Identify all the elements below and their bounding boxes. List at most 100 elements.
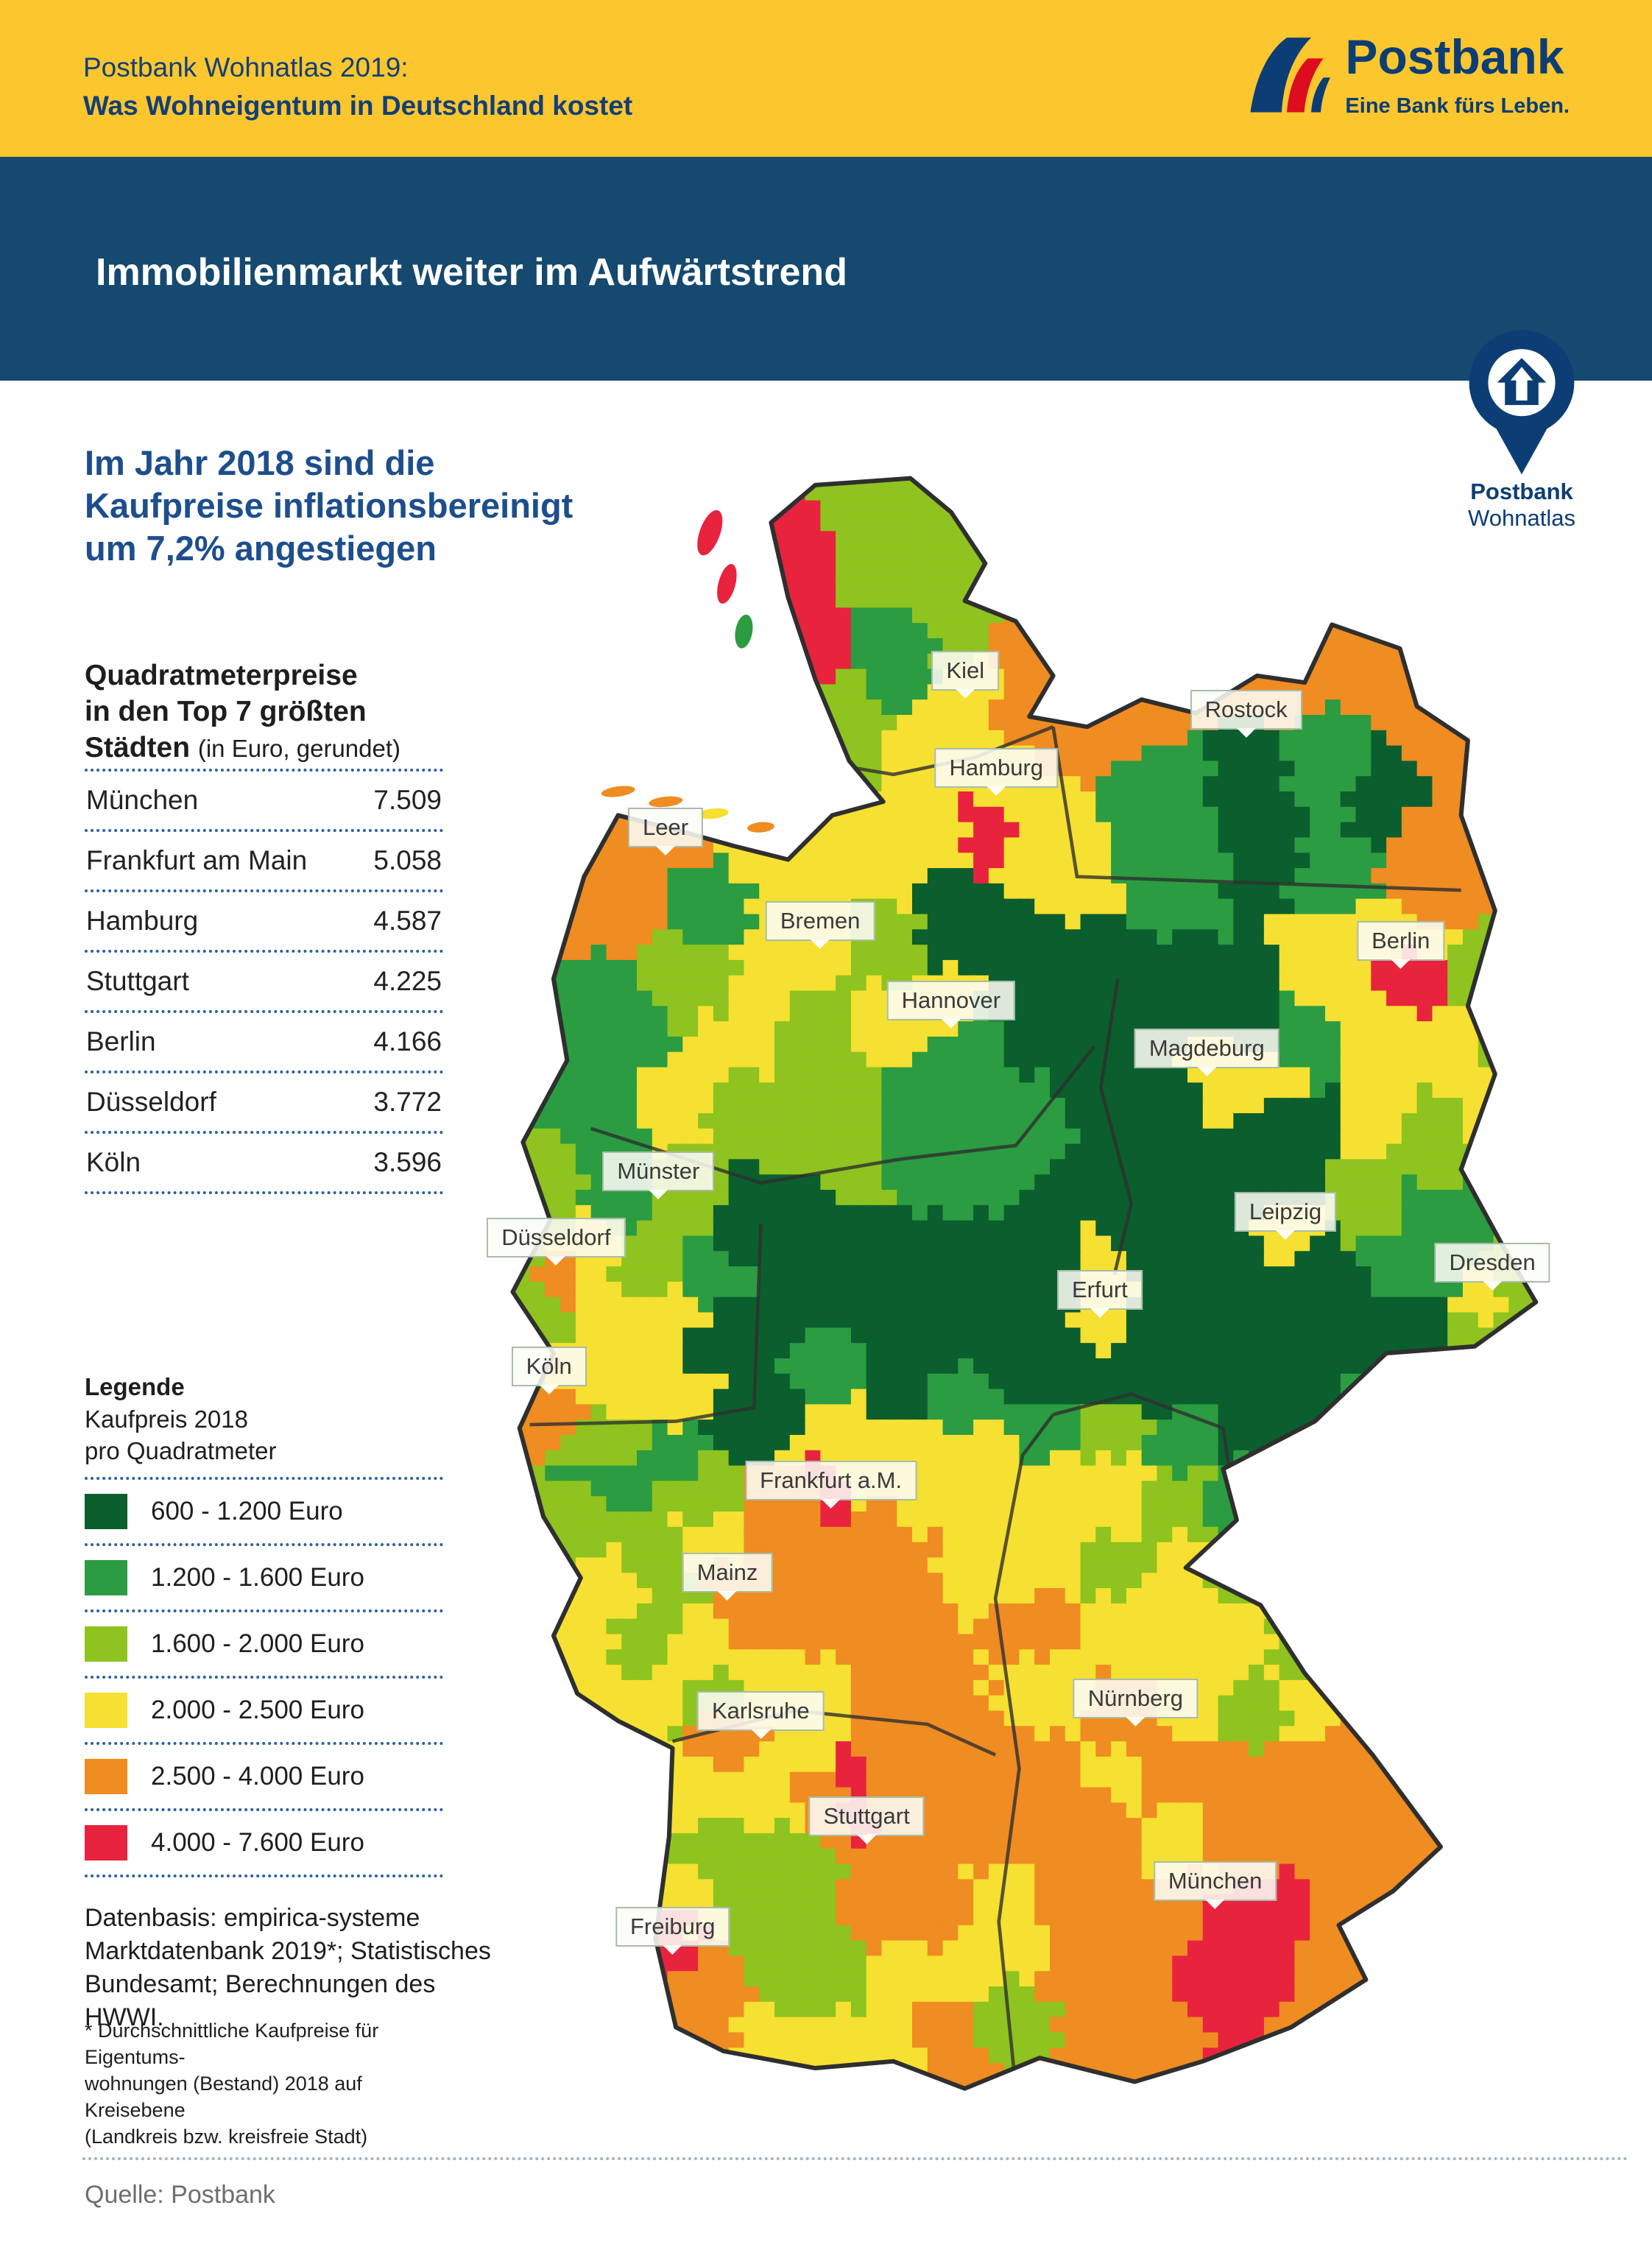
legend-label: 2.500 - 4.000 Euro [151,1762,364,1791]
price-row-hamburg: Hamburg 4.587 [85,892,443,953]
map-label-munchen: München [1153,1860,1277,1901]
map-label-mainz: Mainz [682,1553,773,1593]
price-row-koln: Köln 3.596 [85,1134,443,1194]
postbank-tagline: Eine Bank fürs Leben. [1345,94,1570,118]
price-table-title: Quadratmeterpreise in den Top 7 größten … [85,657,467,766]
price-table-title-line3: Städten (in Euro, gerundet) [85,730,467,766]
table-price: 4.166 [373,1026,442,1057]
legend-subtitle-line2: pro Quadratmeter [85,1437,277,1464]
legend-item: 2.500 - 4.000 Euro [85,1745,443,1811]
legend-swatch [85,1626,127,1662]
banner-title: Immobilienmarkt weiter im Aufwärtstrend [96,251,847,294]
badge-brand: Postbank [1470,479,1573,504]
price-table-title-line2: in den Top 7 größten [85,696,367,727]
table-price: 3.772 [373,1087,442,1117]
source-credit: Quelle: Postbank [85,2181,275,2209]
headline-line3: um 7,2% angestiegen [85,529,437,568]
footnote-line: (Landkreis bzw. kreisfreie Stadt) [85,2126,368,2148]
legend-label: 1.200 - 1.600 Euro [151,1563,364,1592]
map-label-stuttgart: Stuttgart [808,1796,925,1836]
map-label-erfurt: Erfurt [1056,1270,1143,1311]
table-city: Frankfurt am Main [86,845,308,875]
coastal-islands [601,509,774,833]
map-label-rostock: Rostock [1190,690,1302,730]
legend-items: 600 - 1.200 Euro 1.200 - 1.600 Euro 1.600 … [85,1477,443,1877]
map-label-munster: Münster [602,1151,715,1191]
legend-item: 600 - 1.200 Euro [85,1480,443,1546]
table-city: Köln [86,1147,141,1177]
map-label-magdeburg: Magdeburg [1134,1029,1279,1069]
table-price: 4.587 [373,906,442,936]
footnote-line: wohnungen (Bestand) 2018 auf Kreisebene [85,2073,362,2121]
map-label-leer: Leer [628,807,704,847]
postbank-wordmark: Postbank [1345,29,1564,84]
postbank-logo-textblock: Postbank Eine Bank fürs Leben. [1345,31,1570,119]
map-label-hamburg: Hamburg [934,747,1059,788]
table-price: 7.509 [373,785,442,815]
source-text: Datenbasis: empirica-systeme Marktdatenb… [85,1904,491,2031]
table-city: Düsseldorf [86,1087,216,1117]
choropleth-svg [510,476,1539,2091]
price-row-frankfurt-am-main: Frankfurt am Main 5.058 [85,832,443,892]
price-table-title-line1: Quadratmeterpreise [85,660,358,691]
legend-swatch [85,1560,127,1595]
map-label-leipzig: Leipzig [1234,1192,1337,1232]
source-footnote: * Durchschnittliche Kaufpreise für Eigen… [85,2017,467,2150]
legend-swatch [85,1825,127,1860]
footer-divider [82,2157,1628,2160]
germany-choropleth-map: Kiel Rostock Hamburg Leer Bremen Berlin Hannov… [455,475,1645,2177]
map-label-karlsruhe: Karlsruhe [696,1690,825,1731]
headline-line2: Kaufpreise inflationsbereinigt [85,486,573,525]
page-headline: Im Jahr 2018 sind die Kaufpreise inflati… [85,442,644,570]
choropleth-mosaic [512,478,1536,2089]
table-price: 3.596 [373,1147,442,1177]
table-city: Stuttgart [86,966,189,996]
price-table-title-bold: Städten [85,732,191,763]
legend-label: 4.000 - 7.600 Euro [151,1828,364,1857]
price-row-stuttgart: Stuttgart 4.225 [85,953,443,1013]
legend-subtitle-line1: Kaufpreis 2018 [85,1405,248,1433]
header-text: Postbank Wohnatlas 2019: Was Wohneigentu… [83,49,632,125]
legend-label: 1.600 - 2.000 Euro [151,1629,364,1658]
map-label-nurnberg: Nürnberg [1073,1679,1198,1719]
legend-swatch [85,1494,127,1529]
table-city: Hamburg [86,906,199,936]
headline-line1: Im Jahr 2018 sind die [85,443,435,482]
legend-label: 2.000 - 2.500 Euro [151,1696,364,1724]
map-label-dusseldorf: Düsseldorf [487,1217,626,1258]
map-label-hannover: Hannover [886,981,1016,1021]
badge-name: Wohnatlas [1468,505,1575,531]
table-price: 4.225 [373,966,442,996]
map-label-frankfurt-a-m-: Frankfurt a.M. [745,1461,917,1501]
legend-swatch [85,1693,127,1728]
price-row-berlin: Berlin 4.166 [85,1013,443,1073]
map-label-dresden: Dresden [1434,1243,1550,1283]
header-bar: Postbank Wohnatlas 2019: Was Wohneigentu… [0,0,1652,157]
legend-item: 4.000 - 7.600 Euro [85,1811,443,1877]
header-title-line1: Postbank Wohnatlas 2019: [83,52,409,82]
map-label-bremen: Bremen [765,900,875,941]
legend-title: Legende [85,1373,185,1400]
map-label-kiel: Kiel [931,650,1000,691]
banner: Immobilienmarkt weiter im Aufwärtstrend [0,157,1652,381]
map-label-freiburg: Freiburg [615,1907,730,1947]
price-table: München 7.509 Frankfurt am Main 5.058 Hambur… [85,769,443,1194]
legend-swatch [85,1759,127,1794]
table-city: Berlin [86,1026,156,1057]
legend-label: 600 - 1.200 Euro [151,1497,343,1525]
wohnatlas-pin-icon [1469,330,1575,475]
price-row-dusseldorf: Düsseldorf 3.772 [85,1073,443,1134]
price-row-munchen: München 7.509 [85,772,443,832]
legend: Legende Kaufpreis 2018 pro Quadratmeter … [85,1371,443,1877]
germany-outline [510,476,1539,2091]
table-city: München [86,785,199,815]
map-label-koln: Köln [511,1347,587,1387]
legend-item: 2.000 - 2.500 Euro [85,1679,443,1745]
price-table-title-note: (in Euro, gerundet) [197,735,401,762]
table-price: 5.058 [373,845,442,875]
footnote-line: * Durchschnittliche Kaufpreise für Eigen… [85,2020,379,2068]
wohnatlas-badge: Postbank Wohnatlas [1452,324,1592,532]
postbank-logo-icon [1250,38,1331,113]
legend-item: 1.200 - 1.600 Euro [85,1546,443,1612]
